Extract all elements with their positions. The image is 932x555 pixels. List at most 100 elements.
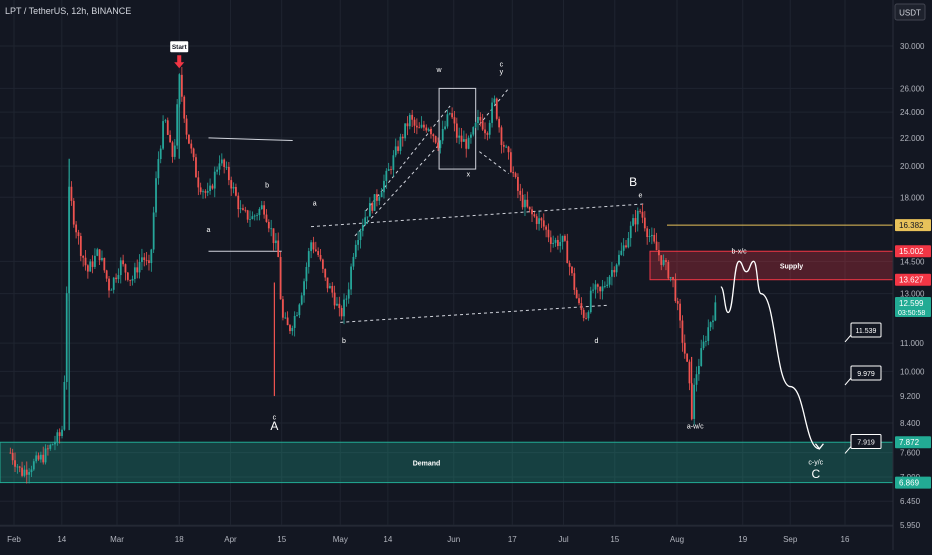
candle[interactable]: [531, 209, 533, 215]
candle[interactable]: [35, 455, 38, 462]
candle[interactable]: [176, 104, 179, 146]
trendline[interactable]: [208, 137, 293, 142]
candle[interactable]: [112, 277, 115, 290]
candle[interactable]: [493, 98, 496, 103]
candle[interactable]: [289, 325, 291, 332]
currency-button[interactable]: USDT: [894, 3, 926, 21]
candle[interactable]: [380, 192, 383, 198]
candle[interactable]: [256, 215, 258, 216]
candle[interactable]: [122, 260, 125, 265]
price-label[interactable]: 6.869: [895, 476, 931, 489]
candle[interactable]: [25, 469, 28, 475]
candle[interactable]: [49, 444, 52, 449]
candle[interactable]: [575, 289, 578, 299]
candle[interactable]: [329, 286, 331, 289]
candle[interactable]: [206, 191, 209, 193]
candle[interactable]: [472, 127, 475, 135]
candle[interactable]: [589, 290, 592, 313]
candle[interactable]: [455, 123, 458, 138]
candle[interactable]: [63, 381, 66, 430]
candle[interactable]: [32, 461, 35, 470]
candle[interactable]: [669, 277, 672, 279]
candle[interactable]: [364, 217, 367, 226]
candle[interactable]: [587, 312, 590, 319]
target-callout[interactable]: 9.979: [844, 365, 882, 386]
candle[interactable]: [524, 199, 526, 208]
candle[interactable]: [357, 239, 360, 245]
candle[interactable]: [54, 441, 56, 445]
candle[interactable]: [488, 122, 491, 135]
candle[interactable]: [354, 244, 357, 257]
candle[interactable]: [385, 170, 388, 181]
candle[interactable]: [124, 264, 127, 273]
candle[interactable]: [394, 146, 397, 156]
candle[interactable]: [376, 194, 378, 201]
candle[interactable]: [408, 114, 411, 127]
candle[interactable]: [712, 320, 714, 323]
candle[interactable]: [411, 114, 414, 120]
trendline[interactable]: [365, 105, 451, 212]
candle[interactable]: [603, 286, 606, 287]
candle[interactable]: [444, 126, 446, 129]
candle[interactable]: [413, 119, 416, 126]
candle[interactable]: [291, 327, 294, 332]
candle[interactable]: [218, 163, 221, 170]
candle[interactable]: [282, 299, 284, 318]
trendline[interactable]: [354, 144, 440, 237]
candle[interactable]: [420, 124, 423, 128]
candle[interactable]: [437, 142, 439, 149]
candle[interactable]: [312, 242, 315, 250]
candle[interactable]: [258, 209, 261, 216]
candle[interactable]: [702, 341, 705, 349]
candle[interactable]: [512, 172, 515, 174]
candle[interactable]: [119, 260, 122, 276]
candle[interactable]: [707, 327, 710, 341]
candle[interactable]: [225, 166, 228, 168]
candle[interactable]: [98, 249, 101, 261]
candle[interactable]: [39, 454, 42, 460]
candle[interactable]: [220, 159, 223, 164]
candle[interactable]: [333, 292, 336, 306]
candle[interactable]: [286, 317, 289, 326]
candle[interactable]: [166, 120, 169, 135]
candle[interactable]: [159, 148, 162, 160]
candle[interactable]: [535, 216, 538, 224]
candle[interactable]: [432, 134, 435, 137]
candle[interactable]: [188, 134, 190, 144]
target-callout[interactable]: 11.539: [844, 322, 882, 343]
candle[interactable]: [639, 210, 642, 212]
range-box[interactable]: [438, 87, 477, 170]
price-label[interactable]: 13.627: [895, 273, 931, 286]
candle[interactable]: [131, 279, 134, 281]
candle[interactable]: [613, 269, 616, 273]
candle[interactable]: [272, 228, 275, 244]
candle[interactable]: [82, 255, 85, 258]
candle[interactable]: [162, 121, 164, 149]
candle[interactable]: [674, 279, 677, 302]
candle[interactable]: [117, 275, 120, 280]
trendline[interactable]: [310, 203, 645, 228]
candle[interactable]: [526, 199, 529, 207]
candle[interactable]: [115, 277, 117, 280]
candle[interactable]: [599, 286, 602, 292]
candle[interactable]: [136, 267, 139, 273]
candle[interactable]: [274, 240, 277, 244]
candle[interactable]: [672, 277, 674, 280]
candle[interactable]: [500, 127, 503, 145]
candle[interactable]: [681, 320, 684, 343]
candle[interactable]: [284, 317, 287, 319]
candle[interactable]: [173, 145, 176, 157]
candle[interactable]: [521, 194, 524, 208]
candle[interactable]: [211, 185, 214, 189]
candle[interactable]: [21, 467, 23, 476]
zone-demand[interactable]: [0, 441, 894, 484]
candle[interactable]: [648, 236, 651, 238]
candle[interactable]: [103, 257, 106, 271]
candle[interactable]: [479, 116, 482, 121]
candle[interactable]: [601, 286, 604, 292]
candle[interactable]: [498, 118, 501, 128]
candle[interactable]: [70, 186, 73, 201]
candle[interactable]: [514, 173, 517, 177]
trendline[interactable]: [340, 304, 608, 323]
candle[interactable]: [96, 249, 99, 256]
